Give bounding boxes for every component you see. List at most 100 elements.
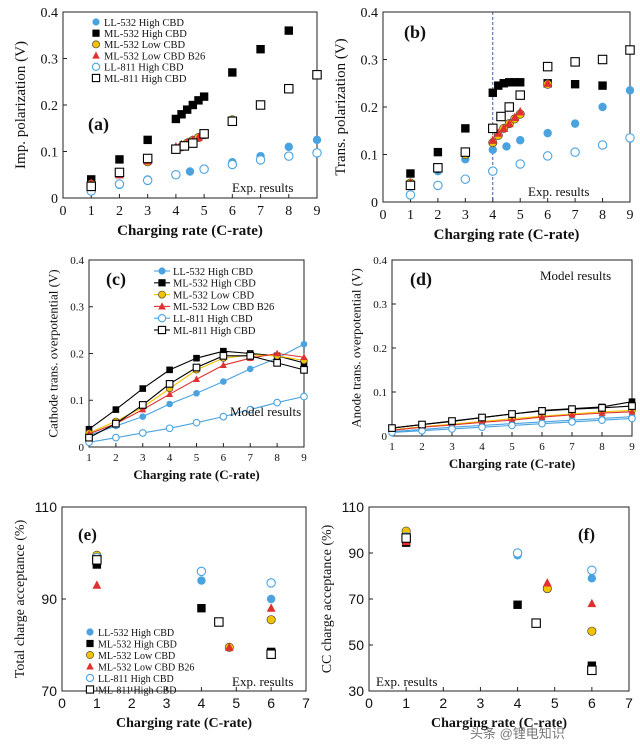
x-tick-label: 1 [93,695,101,711]
x-tick-label: 6 [539,441,545,453]
legend-marker [85,685,95,694]
data-point [570,119,580,128]
data-point [199,129,209,139]
x-tick-label: 4 [167,452,173,464]
data-point [598,102,607,112]
series-ll532h [401,535,597,583]
data-point [516,78,525,87]
legend-item-ll532h: LL-532 High CBD [86,628,174,639]
data-point [538,413,546,420]
data-point [86,181,96,192]
data-point [139,385,147,392]
y-tick-label: 0.2 [373,343,387,355]
series-ll811h [86,148,322,196]
data-point [496,111,506,122]
data-point [197,604,206,613]
legend-label: ML-532 High CBD [173,279,256,290]
legend-item-ml532h: ML-532 High CBD [154,279,256,290]
data-point [312,70,322,80]
data-point [142,175,153,186]
note-label: Exp. results [232,180,293,195]
x-axis-label: Charging rate (C-rate) [449,456,575,471]
series-ml532b [85,349,308,437]
data-point [625,45,635,55]
legend-item-ll811h: LL-811 High CBD [91,63,184,74]
y-axis-label: Trans. polarization (V) [333,38,349,175]
data-point [312,135,322,145]
x-tick-label: 9 [301,452,307,464]
legend-marker [158,267,166,275]
data-point [246,365,254,373]
data-point [227,116,238,127]
data-point [165,380,174,388]
series-ml532h [406,78,607,178]
data-point [224,642,234,651]
legend-marker [86,651,94,659]
data-point [193,389,200,397]
x-tick-label: 2 [113,452,119,464]
data-point [568,418,576,426]
legend-label: ML-532 Low CBD [173,290,255,301]
legend-marker [86,628,94,636]
data-point [284,26,293,35]
series-ml532b [406,78,553,187]
series-ll811h [405,133,635,200]
data-point [625,86,635,95]
series-ml532l [86,115,237,189]
data-point [499,123,509,132]
x-tick-label: 3 [462,208,469,223]
data-point [418,420,426,429]
x-tick-label: 1 [402,695,410,711]
data-point [478,423,486,432]
y-tick-label: 0.4 [41,6,59,21]
x-tick-label: 0 [380,208,387,223]
series-ml532b [401,536,597,608]
data-point [488,166,498,176]
panel-label: (e) [78,525,97,544]
data-point [255,155,266,165]
data-point [598,403,606,412]
x-tick-label: 4 [489,208,496,223]
data-point [493,128,503,137]
x-tick-label: 3 [477,695,485,711]
x-tick-label: 0 [365,695,373,711]
x-tick-label: 2 [128,695,136,711]
chart-panel-2: 0 1 2 3 4 5 6 7 8 9 0 0.1 0.2 0.3 0.4 Charging rate (C-… [333,6,635,243]
y-tick-label: 70 [348,591,364,607]
y-tick-label: 0 [79,442,85,454]
x-tick-label: 8 [285,204,292,219]
y-tick-label: 0.4 [361,6,379,21]
data-point [112,406,120,413]
x-tick-label: 9 [629,441,635,453]
data-point [214,617,224,627]
data-point [512,548,523,558]
legend-label: LL-532 High CBD [104,18,184,29]
data-point [515,90,525,100]
y-tick-label: 0.1 [41,145,59,160]
legend-item-ml811h: ML-811 High CBD [154,326,256,337]
y-tick-label: 0.3 [41,52,59,67]
data-point [166,366,173,374]
data-point [199,164,209,174]
data-point [92,555,102,565]
x-tick-label: 3 [163,695,171,711]
series-ml532h [401,538,597,670]
data-point [197,576,206,585]
x-tick-label: 5 [201,204,208,219]
data-point [220,378,227,385]
legend-item-ml811h: ML-811 High CBD [85,685,177,696]
data-point [114,167,125,178]
data-point [499,79,508,88]
x-tick-label: 9 [627,208,634,223]
series-ml532l [405,79,553,188]
y-tick-label: 0 [382,431,388,443]
panel-label: (a) [88,114,109,135]
series-ml811h [86,70,322,192]
data-point [193,354,200,362]
x-tick-label: 4 [479,441,485,453]
data-point [628,414,636,423]
note-label: Exp. results [376,674,437,689]
